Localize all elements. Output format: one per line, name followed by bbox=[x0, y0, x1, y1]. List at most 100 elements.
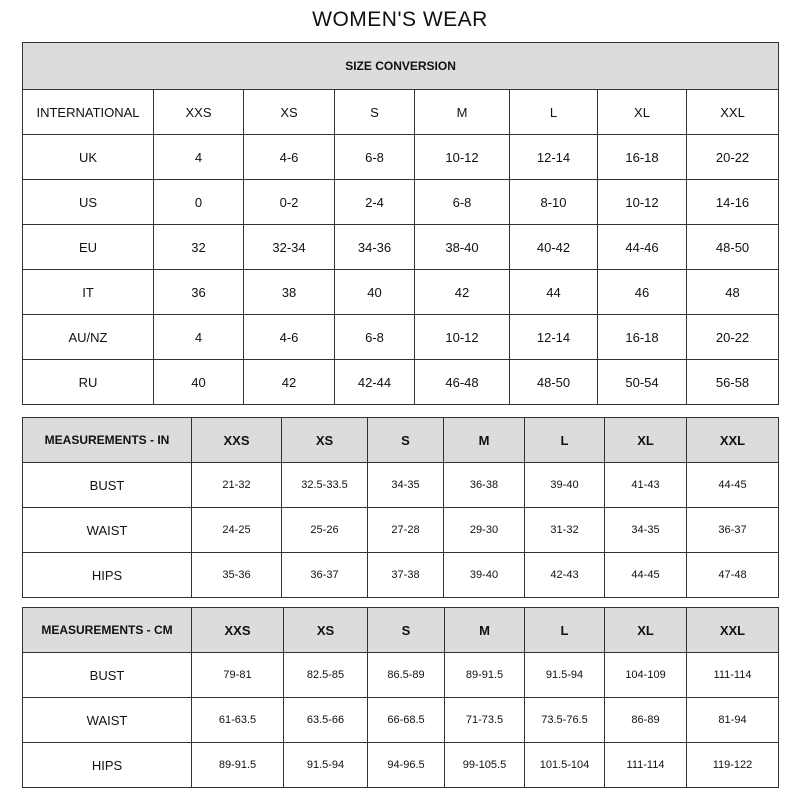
table-caption: SIZE CONVERSION bbox=[21, 42, 780, 90]
size-header: S bbox=[367, 417, 444, 463]
table-cell: 4 bbox=[153, 134, 244, 180]
row-label: WAIST bbox=[22, 697, 192, 743]
table-cell: 48-50 bbox=[509, 359, 598, 405]
size-header: XXL bbox=[686, 417, 779, 463]
table-cell: 27-28 bbox=[367, 507, 444, 553]
table-cell: 31-32 bbox=[524, 507, 605, 553]
size-header: XXL bbox=[685, 89, 780, 135]
table-cell: 4-6 bbox=[243, 134, 335, 180]
table-cell: 6-8 bbox=[414, 179, 510, 225]
table-cell: 104-109 bbox=[604, 652, 687, 698]
table-cell: 50-54 bbox=[597, 359, 687, 405]
table-cell: 4 bbox=[153, 314, 244, 360]
table-cell: 10-12 bbox=[414, 134, 510, 180]
table-row: WAIST 61-63.5 63.5-66 66-68.5 71-73.5 73.5-76… bbox=[22, 697, 779, 743]
table-cell: 86.5-89 bbox=[367, 652, 445, 698]
size-header: XXS bbox=[191, 417, 282, 463]
size-conversion-table: SIZE CONVERSION INTERNATIONAL XXS XS S M L XL XX… bbox=[21, 42, 780, 405]
size-header: XXL bbox=[686, 607, 779, 653]
row-label: INTERNATIONAL bbox=[22, 89, 154, 135]
page-title: WOMEN'S WEAR bbox=[312, 8, 488, 31]
table-cell: 89-91.5 bbox=[191, 742, 284, 788]
table-cell: 36-37 bbox=[686, 507, 779, 553]
table-cell: 39-40 bbox=[443, 552, 525, 598]
size-header: L bbox=[524, 417, 605, 463]
table-cell: 44 bbox=[509, 269, 598, 315]
table-cell: 16-18 bbox=[597, 134, 687, 180]
table-cell: 36 bbox=[153, 269, 244, 315]
table-cell: 34-35 bbox=[604, 507, 687, 553]
table-row: US 0 0-2 2-4 6-8 8-10 10-12 14-16 bbox=[22, 179, 780, 225]
table-cell: 42 bbox=[243, 359, 335, 405]
size-header: XL bbox=[597, 89, 687, 135]
row-label: BUST bbox=[22, 652, 192, 698]
table-cell: 40 bbox=[153, 359, 244, 405]
table-cell: 82.5-85 bbox=[283, 652, 368, 698]
size-header: XXS bbox=[191, 607, 284, 653]
row-label: EU bbox=[22, 224, 154, 270]
size-header: XL bbox=[604, 607, 687, 653]
row-label: WAIST bbox=[22, 507, 192, 553]
size-header: XS bbox=[281, 417, 368, 463]
size-header: L bbox=[509, 89, 598, 135]
table-cell: 10-12 bbox=[597, 179, 687, 225]
table-row: RU 40 42 42-44 46-48 48-50 50-54 56-58 bbox=[22, 359, 780, 405]
table-cell: 71-73.5 bbox=[444, 697, 525, 743]
table-cell: 16-18 bbox=[597, 314, 687, 360]
measurements-cm-table: MEASUREMENTS - CM XXS XS S M L XL XXL BUST 79-81 8… bbox=[22, 607, 779, 788]
table-cell: 39-40 bbox=[524, 462, 605, 508]
table-cell: 101.5-104 bbox=[524, 742, 605, 788]
table-cell: 20-22 bbox=[685, 134, 780, 180]
table-row: IT 36 38 40 42 44 46 48 bbox=[22, 269, 780, 315]
size-header: S bbox=[367, 607, 445, 653]
table-cell: 119-122 bbox=[686, 742, 779, 788]
table-cell: 38 bbox=[243, 269, 335, 315]
table-row: BUST 79-81 82.5-85 86.5-89 89-91.5 91.5-94 104… bbox=[22, 652, 779, 698]
table-cell: 111-114 bbox=[686, 652, 779, 698]
table-cell: 32-34 bbox=[243, 224, 335, 270]
measurements-in-table: MEASUREMENTS - IN XXS XS S M L XL XXL BUST 21-32 3… bbox=[22, 417, 779, 598]
table-cell: 36-38 bbox=[443, 462, 525, 508]
row-label: IT bbox=[22, 269, 154, 315]
table-cell: 10-12 bbox=[414, 314, 510, 360]
row-label: HIPS bbox=[22, 552, 192, 598]
table-cell: 48 bbox=[685, 269, 780, 315]
table-cell: 89-91.5 bbox=[444, 652, 525, 698]
size-header: M bbox=[414, 89, 510, 135]
size-header: M bbox=[444, 607, 525, 653]
row-label: HIPS bbox=[22, 742, 192, 788]
table-cell: 79-81 bbox=[191, 652, 284, 698]
table-cell: 6-8 bbox=[334, 134, 415, 180]
size-header: L bbox=[524, 607, 605, 653]
table-cell: 66-68.5 bbox=[367, 697, 445, 743]
row-label: RU bbox=[22, 359, 154, 405]
table-cell: 44-45 bbox=[604, 552, 687, 598]
row-label: UK bbox=[22, 134, 154, 180]
table-cell: 6-8 bbox=[334, 314, 415, 360]
table-title: MEASUREMENTS - CM bbox=[22, 607, 192, 653]
table-cell: 99-105.5 bbox=[444, 742, 525, 788]
table-row: WAIST 24-25 25-26 27-28 29-30 31-32 34-35 36-37 bbox=[22, 507, 779, 553]
size-header: S bbox=[334, 89, 415, 135]
size-header: XS bbox=[243, 89, 335, 135]
table-cell: 4-6 bbox=[243, 314, 335, 360]
table-cell: 2-4 bbox=[334, 179, 415, 225]
table-row: HIPS 89-91.5 91.5-94 94-96.5 99-105.5 101.5-1… bbox=[22, 742, 779, 788]
table-cell: 44-45 bbox=[686, 462, 779, 508]
table-cell: 86-89 bbox=[604, 697, 687, 743]
table-cell: 34-36 bbox=[334, 224, 415, 270]
table-cell: 42-43 bbox=[524, 552, 605, 598]
size-header: XXS bbox=[153, 89, 244, 135]
table-cell: 38-40 bbox=[414, 224, 510, 270]
table-row: HIPS 35-36 36-37 37-38 39-40 42-43 44-45 47-48 bbox=[22, 552, 779, 598]
row-label: US bbox=[22, 179, 154, 225]
table-cell: 8-10 bbox=[509, 179, 598, 225]
table-cell: 56-58 bbox=[685, 359, 780, 405]
table-cell: 48-50 bbox=[685, 224, 780, 270]
table-title: MEASUREMENTS - IN bbox=[22, 417, 192, 463]
table-cell: 32.5-33.5 bbox=[281, 462, 368, 508]
table-cell: 61-63.5 bbox=[191, 697, 284, 743]
row-label: BUST bbox=[22, 462, 192, 508]
table-cell: 42 bbox=[414, 269, 510, 315]
table-row: EU 32 32-34 34-36 38-40 40-42 44-46 48-50 bbox=[22, 224, 780, 270]
